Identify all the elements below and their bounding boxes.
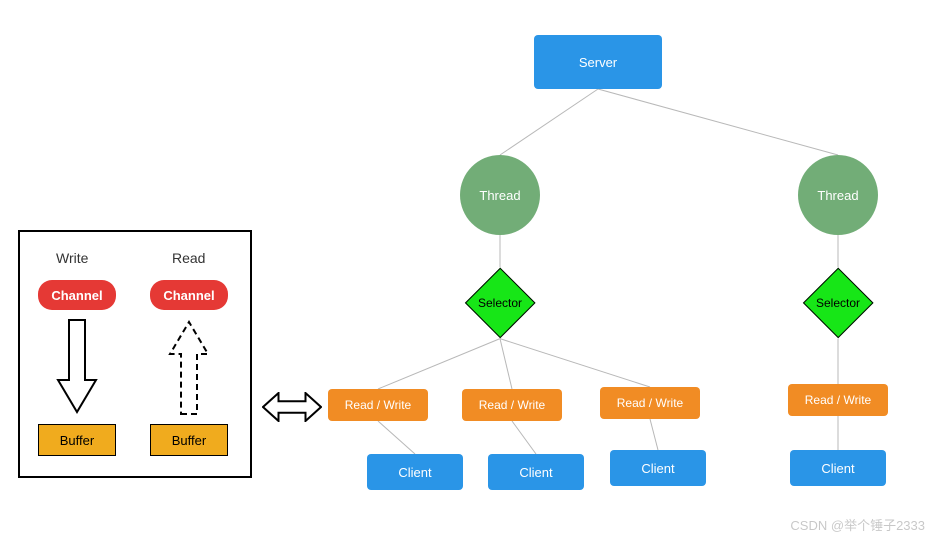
read-channel-pill: Channel bbox=[150, 280, 228, 310]
node-rw3: Read / Write bbox=[600, 387, 700, 419]
read-label: Read bbox=[172, 250, 205, 266]
node-thread1: Thread bbox=[460, 155, 540, 235]
node-sel2: Selector bbox=[813, 278, 863, 328]
node-client3: Client bbox=[610, 450, 706, 486]
read-buffer-box: Buffer bbox=[150, 424, 228, 456]
node-client4: Client bbox=[790, 450, 886, 486]
node-thread2: Thread bbox=[798, 155, 878, 235]
node-rw1: Read / Write bbox=[328, 389, 428, 421]
channel-label-1: Channel bbox=[51, 288, 102, 303]
node-sel1: Selector bbox=[475, 278, 525, 328]
buffer-label-2: Buffer bbox=[172, 433, 206, 448]
channel-label-2: Channel bbox=[163, 288, 214, 303]
watermark-text: CSDN @举个锤子2333 bbox=[790, 515, 925, 534]
buffer-channel-panel: Write Read Channel Channel Buffer Buffer bbox=[18, 230, 252, 478]
node-client1: Client bbox=[367, 454, 463, 490]
write-label: Write bbox=[56, 250, 88, 266]
double-arrow-icon bbox=[262, 392, 322, 422]
node-server: Server bbox=[534, 35, 662, 89]
node-client2: Client bbox=[488, 454, 584, 490]
node-rw4: Read / Write bbox=[788, 384, 888, 416]
node-rw2: Read / Write bbox=[462, 389, 562, 421]
buffer-label-1: Buffer bbox=[60, 433, 94, 448]
write-arrow-icon bbox=[56, 318, 98, 416]
read-arrow-icon bbox=[168, 318, 210, 416]
write-buffer-box: Buffer bbox=[38, 424, 116, 456]
write-channel-pill: Channel bbox=[38, 280, 116, 310]
